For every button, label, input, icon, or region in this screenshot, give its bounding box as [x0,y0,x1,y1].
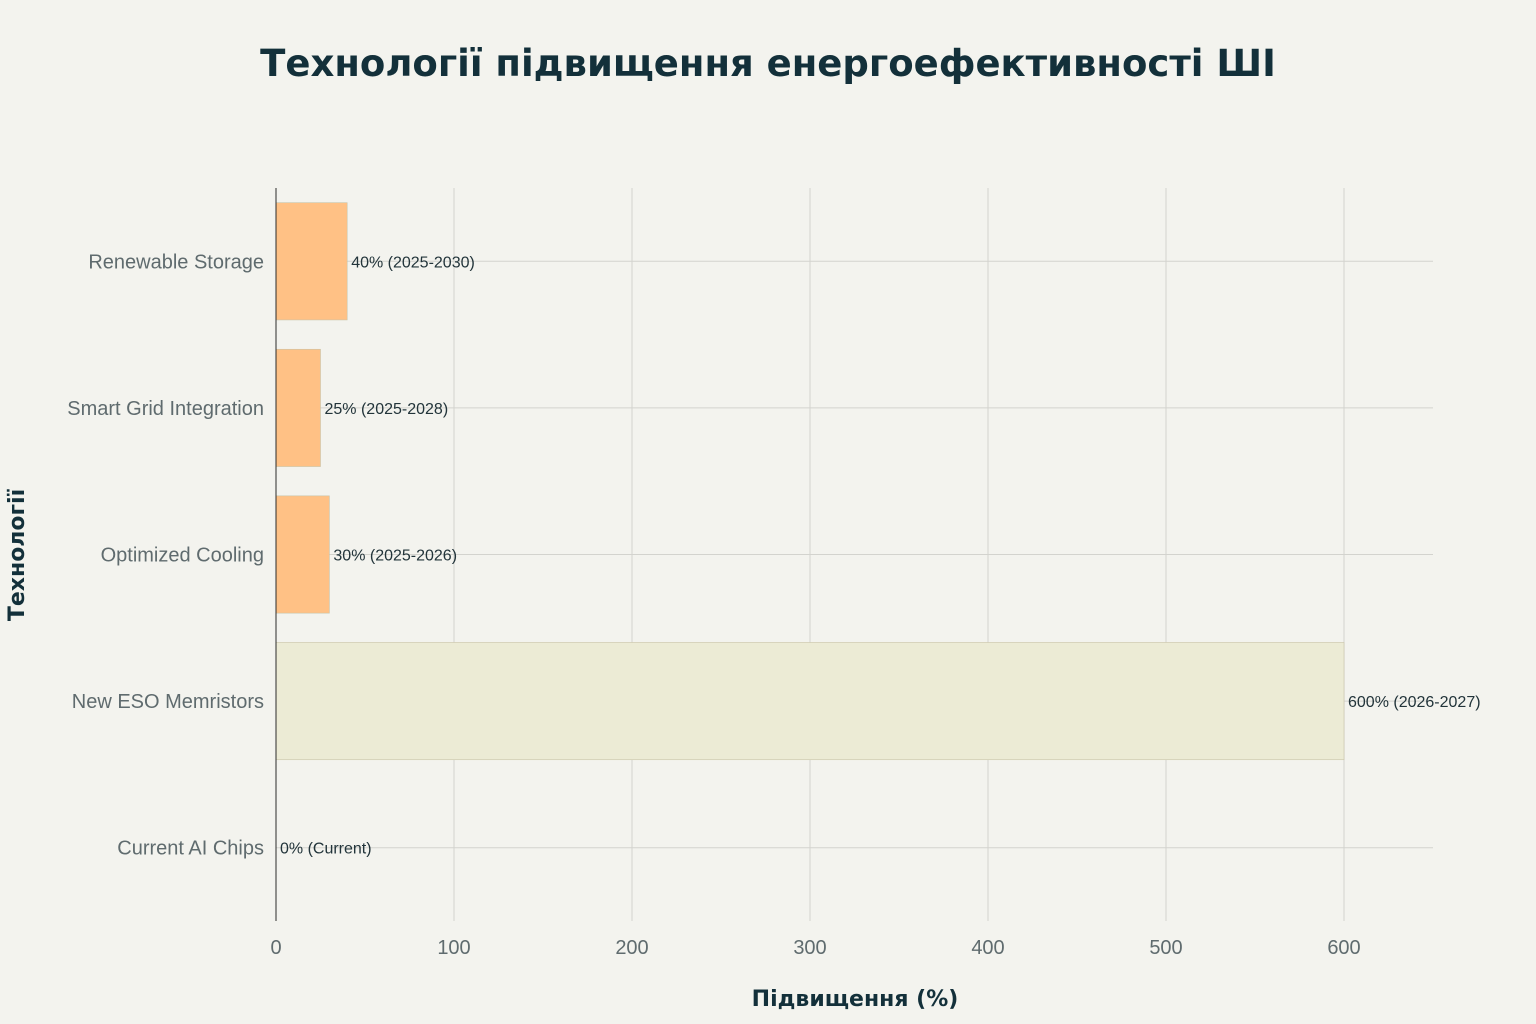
x-tick-label: 200 [615,937,648,959]
category-label: New ESO Memristors [72,691,264,713]
category-label: Optimized Cooling [101,545,264,567]
bars [275,202,1345,761]
data-label: 25% (2025-2028) [325,401,449,418]
x-tick-label: 0 [270,937,281,959]
bar [275,348,321,467]
bar [275,495,330,614]
x-tick-label: 100 [437,937,470,959]
labels: 0 100 200 300 400 500 600 Renewable Storage 40% … [67,251,1480,959]
y-axis-title: Технології [5,488,30,621]
x-tick-label: 400 [971,937,1004,959]
x-tick-label: 500 [1149,937,1182,959]
data-label: 40% (2025-2030) [351,254,475,271]
category-label: Current AI Chips [117,838,264,860]
bar [275,202,348,321]
data-label: 0% (Current) [280,841,372,858]
x-tick-label: 600 [1327,937,1360,959]
x-axis-title: Підвищення (%) [752,987,959,1012]
data-label: 30% (2025-2026) [333,548,457,565]
category-label: Renewable Storage [88,251,264,273]
bar [275,642,1345,761]
category-label: Smart Grid Integration [67,398,264,420]
chart-title: Технології підвищення енергоефективності… [260,42,1276,85]
data-label: 600% (2026-2027) [1348,694,1481,711]
x-tick-label: 300 [793,937,826,959]
